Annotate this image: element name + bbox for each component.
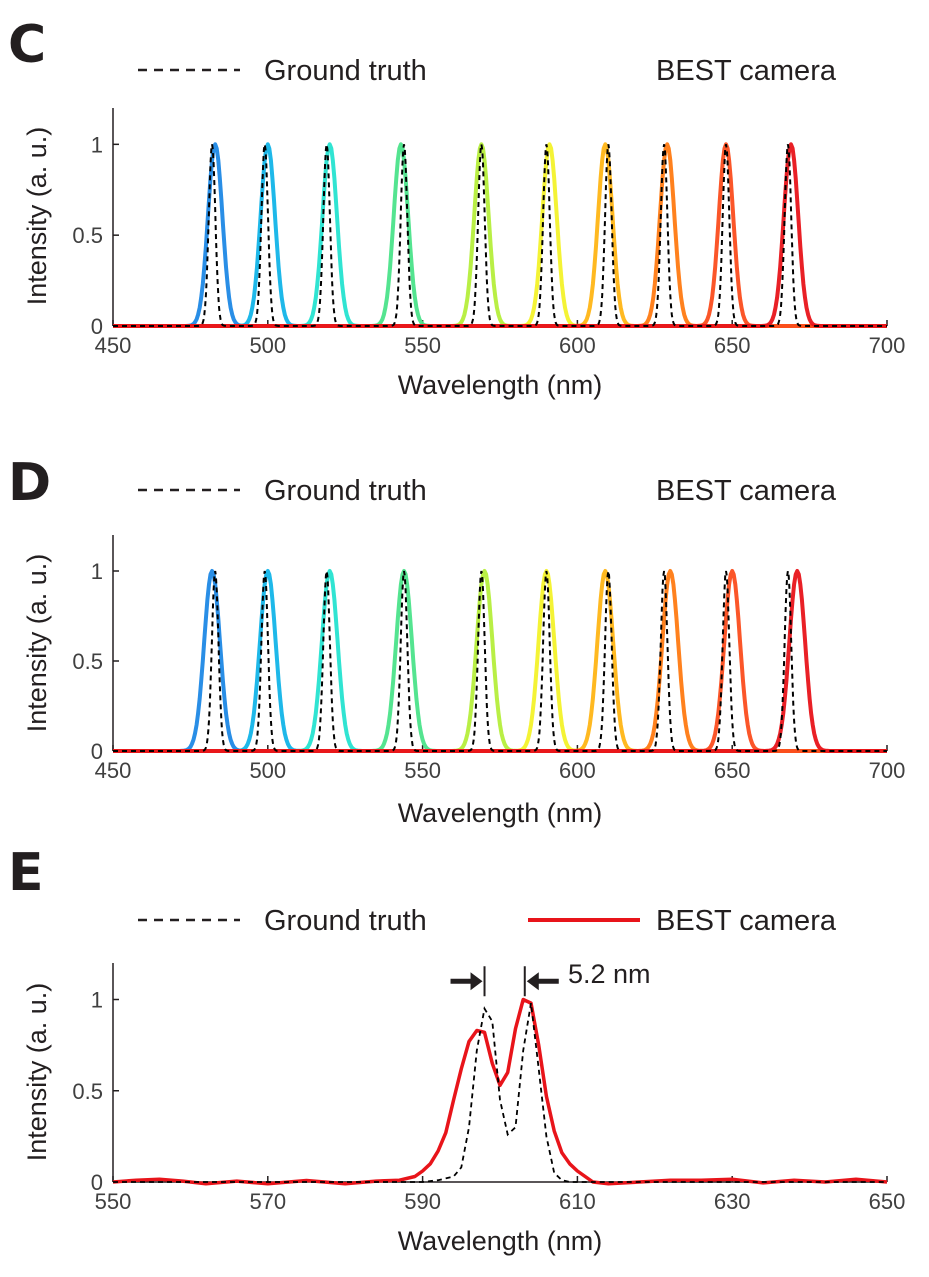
plot-area-e: 550 570 590 610 630 650 0 0.5 1: [72, 963, 905, 1214]
panel-d: D Ground truth BEST camera 450 500 550 600 6…: [8, 453, 905, 828]
x-tick-label: 610: [559, 1189, 596, 1214]
x-axis-label-e: Wavelength (nm): [398, 1226, 603, 1256]
panel-e: E Ground truth BEST camera 550 570 590 610 6…: [8, 843, 905, 1256]
y-tick-label: 1: [91, 988, 103, 1013]
y-tick-label: 0.5: [72, 1079, 103, 1104]
x-tick-label: 550: [95, 1189, 132, 1214]
y-tick-label: 0: [91, 1170, 103, 1195]
annotation-left-arrow-head: [470, 972, 483, 991]
plot-area-d: 450 500 550 600 650 700 0 0.5 1: [72, 535, 905, 783]
panel-letter-e: E: [8, 843, 44, 903]
x-axis-label-c: Wavelength (nm): [398, 370, 603, 400]
legend-best-camera-label: BEST camera: [656, 55, 837, 87]
x-tick-label: 650: [869, 1189, 906, 1214]
x-axis-label-d: Wavelength (nm): [398, 798, 603, 828]
y-tick-label: 0.5: [72, 223, 103, 248]
x-tick-label: 630: [714, 1189, 751, 1214]
x-tick-label: 650: [714, 758, 751, 783]
legend-ground-truth-label: Ground truth: [264, 475, 427, 507]
legend-best-camera-label: BEST camera: [656, 905, 837, 937]
y-axis-label-e: Intensity (a. u.): [22, 983, 52, 1162]
y-tick-label: 0: [91, 314, 103, 339]
legend-ground-truth-label: Ground truth: [264, 905, 427, 937]
x-tick-label: 590: [404, 1189, 441, 1214]
x-tick-label: 500: [249, 758, 286, 783]
y-tick-label: 1: [91, 132, 103, 157]
x-tick-label: 450: [95, 758, 132, 783]
resolution-annotation: 5.2 nm: [450, 959, 651, 997]
ground-truth-series-line: [113, 1002, 887, 1183]
x-tick-label: 700: [869, 333, 906, 358]
panel-letter-c: C: [8, 15, 46, 75]
y-tick-label: 0: [91, 739, 103, 764]
x-tick-label: 450: [95, 333, 132, 358]
legend-ground-truth-label: Ground truth: [264, 55, 427, 87]
ground-truth-series-line: [113, 144, 887, 327]
x-tick-label: 550: [404, 333, 441, 358]
legend-best-camera-label: BEST camera: [656, 475, 837, 507]
x-tick-label: 500: [249, 333, 286, 358]
ground-truth-series-line: [113, 570, 887, 752]
best-camera-series-line: [112, 997, 888, 1186]
x-tick-label: 650: [714, 333, 751, 358]
y-tick-label: 0.5: [72, 649, 103, 674]
y-axis-label-c: Intensity (a. u.): [22, 127, 52, 306]
panel-letter-d: D: [8, 453, 51, 513]
x-tick-label: 550: [404, 758, 441, 783]
panel-c: C Ground truth BEST camera 450 500 550 600 6…: [8, 15, 905, 400]
x-tick-label: 600: [559, 333, 596, 358]
best-camera-series-line: [112, 142, 888, 328]
y-axis-label-d: Intensity (a. u.): [22, 554, 52, 733]
x-tick-label: 570: [249, 1189, 286, 1214]
annotation-right-arrow-head: [526, 972, 539, 991]
plot-area-c: 450 500 550 600 650 700 0 0.5 1: [72, 108, 905, 358]
y-tick-label: 1: [91, 559, 103, 584]
x-tick-label: 700: [869, 758, 906, 783]
resolution-annotation-label: 5.2 nm: [568, 959, 651, 989]
x-tick-label: 600: [559, 758, 596, 783]
